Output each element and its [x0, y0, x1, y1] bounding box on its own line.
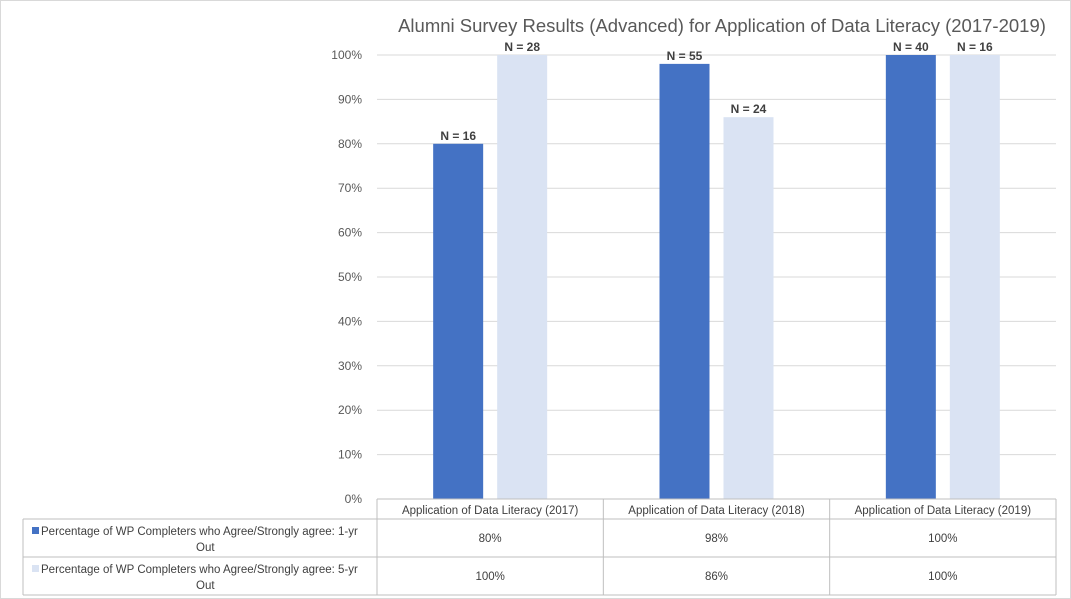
bar: [885, 55, 936, 499]
bar-data-label: N = 55: [667, 49, 703, 63]
series-name: Percentage of WP Completers who Agree/St…: [41, 564, 361, 592]
y-tick-label: 40%: [338, 314, 362, 328]
bar: [949, 55, 1000, 499]
table-value: 98%: [705, 533, 728, 545]
y-tick-label: 100%: [331, 48, 362, 62]
category-label: Application of Data Literacy (2017): [402, 505, 579, 517]
table-value: 100%: [928, 571, 957, 583]
y-tick-label: 20%: [338, 403, 362, 417]
series-name: Percentage of WP Completers who Agree/St…: [41, 526, 361, 554]
y-tick-label: 70%: [338, 181, 362, 195]
bar-data-label: N = 28: [504, 40, 540, 54]
category-label: Application of Data Literacy (2018): [628, 505, 805, 517]
bar-data-label: N = 40: [893, 40, 929, 54]
bar: [433, 143, 484, 500]
table-value: 80%: [479, 533, 502, 545]
legend-key: [32, 527, 39, 534]
bar-data-label: N = 24: [731, 102, 767, 116]
legend-key: [32, 565, 39, 572]
table-value: 100%: [475, 571, 504, 583]
bar: [497, 55, 548, 499]
y-tick-label: 30%: [338, 359, 362, 373]
y-tick-label: 0%: [345, 492, 363, 506]
y-tick-label: 50%: [338, 270, 362, 284]
bar: [659, 63, 710, 499]
y-tick-label: 90%: [338, 92, 362, 106]
category-label: Application of Data Literacy (2019): [855, 505, 1032, 517]
bar-data-label: N = 16: [957, 40, 993, 54]
bar: [723, 117, 774, 499]
y-tick-label: 60%: [338, 226, 362, 240]
bar-data-label: N = 16: [440, 129, 476, 143]
table-value: 100%: [928, 533, 957, 545]
y-tick-label: 80%: [338, 137, 362, 151]
table-value: 86%: [705, 571, 728, 583]
y-tick-label: 10%: [338, 448, 362, 462]
chart-title: Alumni Survey Results (Advanced) for App…: [398, 15, 1046, 36]
